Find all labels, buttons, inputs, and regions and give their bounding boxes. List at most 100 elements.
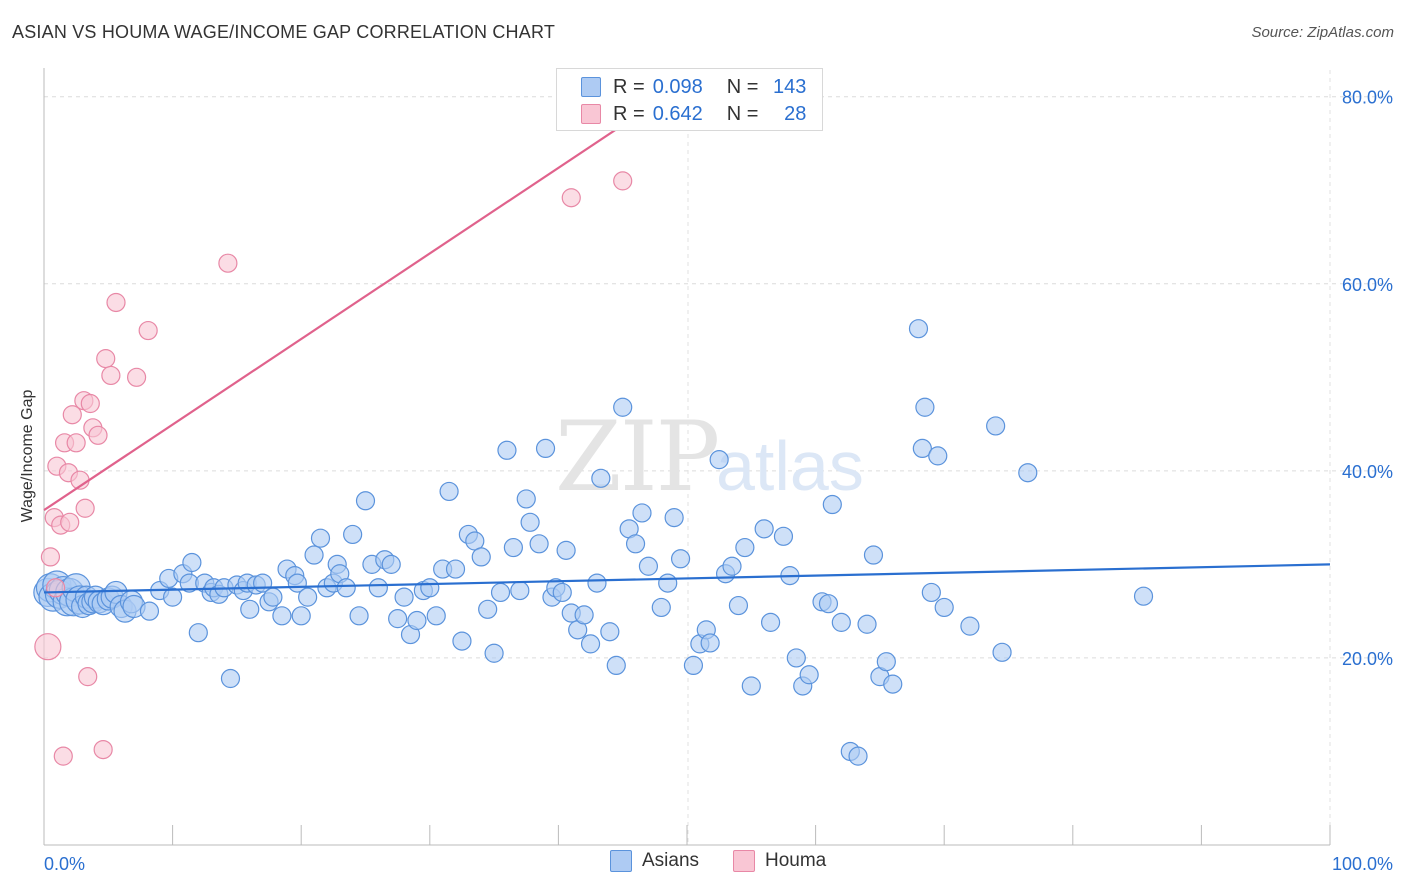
asians-point [220,668,241,689]
asians-point [912,438,932,459]
series-asians-points [33,319,1154,766]
asians-point [381,554,401,574]
asians-point [606,655,626,676]
asians-point [831,612,851,632]
asians-point [471,547,491,567]
houma-point [78,667,98,687]
houma-point [75,498,95,518]
asians-point [773,526,794,546]
houma-point [88,425,108,445]
asians-point [928,446,948,466]
houma-point [93,739,113,760]
houma-point [106,292,126,313]
asians-point [478,599,498,619]
r-label: R = [613,75,645,98]
asians-swatch [581,77,601,97]
asians-point [670,549,691,569]
stats-row-houma: R = 0.642 N = 28 [581,101,806,127]
asians-point [263,587,283,607]
trend-lines [43,77,1331,594]
asians-point [960,616,980,636]
asians-point [452,631,472,651]
asians-point [556,540,576,560]
asians-point [163,587,183,607]
asians-point [799,665,819,685]
y-axis-label: Wage/Income Gap [19,389,36,523]
houma-point [138,320,158,341]
asians-point [754,519,774,539]
houma-point [62,405,82,425]
asians-point [638,556,659,576]
houma-point [561,188,581,208]
legend-label-houma: Houma [765,850,827,871]
asians-point [520,512,540,532]
grid-layer [44,70,1392,845]
asians-point [420,578,440,598]
asians-point [986,416,1006,436]
houma-point [101,365,121,386]
asians-point [664,508,684,528]
asians-point [336,578,356,598]
asians-point [188,623,208,643]
asians-legend-swatch [610,850,632,872]
asians-point [503,537,523,558]
asians-point [613,397,633,417]
r-value: 0.642 [652,102,703,125]
asians-point [355,491,376,511]
houma-swatch [581,104,601,124]
asians-point [304,545,324,565]
asians-point [272,606,292,626]
asians-point [587,573,607,593]
asians-point [683,655,704,676]
source-credit: Source: ZipAtlas.com [1251,24,1394,41]
asians-point [574,605,594,625]
asians-point [139,601,160,621]
asians-point [908,319,929,339]
watermark-zip: ZIP [555,401,718,513]
legend-item-houma[interactable]: Houma [733,850,826,872]
asians-point [632,503,652,523]
legend-item-asians[interactable]: Asians [610,850,699,872]
asians-trend-line [43,563,1331,594]
asians-point [552,582,572,603]
asians-point [822,494,842,515]
asians-point [1018,463,1038,483]
asians-point [310,528,331,548]
asians-point [439,481,459,502]
asians-point [535,438,556,459]
asians-point [760,612,781,632]
watermark-atlas: atlas [716,427,864,505]
y-tick-label: 60.0% [1342,275,1393,295]
asians-point [786,648,806,668]
asians-point [857,614,877,634]
asians-point [915,397,935,417]
asians-point [388,609,408,629]
asians-point [445,559,466,579]
houma-trend-line [43,77,695,512]
asians-point [992,642,1012,662]
n-value: 28 [784,102,807,125]
asians-point [883,674,903,694]
asians-point [343,524,363,545]
asians-point [510,580,530,601]
houma-point [40,547,61,567]
asians-point [658,573,678,593]
x-tick-label: 100.0% [1332,854,1393,874]
houma-legend-swatch [733,850,755,872]
asians-point [735,537,755,558]
asians-point [426,606,446,626]
asians-point [291,606,311,626]
asians-point [182,552,202,573]
asians-point [580,634,601,654]
asians-point [709,450,729,470]
asians-point [625,534,646,554]
asians-point [394,587,414,607]
axes-layer [43,68,1331,846]
series-houma-points [34,171,633,766]
asians-point [490,582,511,603]
houma-point [80,393,100,414]
houma-point [66,433,86,453]
n-value: 143 [773,75,807,98]
